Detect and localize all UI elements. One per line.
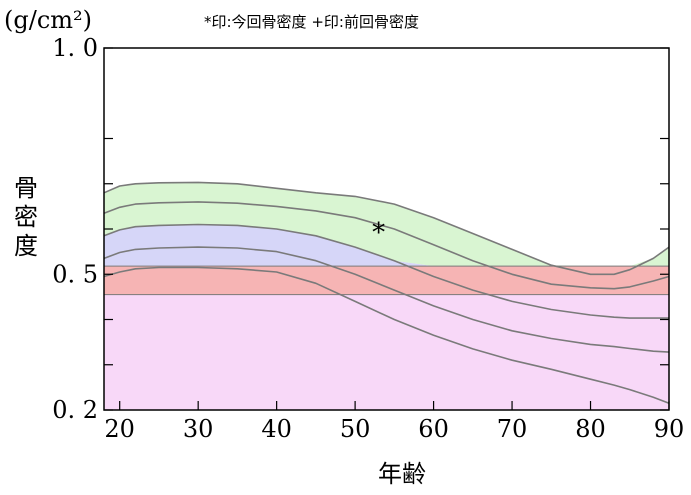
y-axis-label-char: 度 [14, 232, 38, 260]
chart-regions [103, 182, 670, 410]
y-tick-label: 0. 5 [52, 260, 98, 288]
x-tick-label: 20 [104, 415, 135, 443]
blue-band [104, 224, 669, 267]
current-density-marker: * [372, 218, 385, 248]
pink-region [104, 294, 669, 410]
x-tick-label: 90 [654, 415, 685, 443]
x-tick-label: 60 [418, 415, 449, 443]
x-axis-label: 年齢 [378, 460, 426, 488]
x-tick-label: 40 [261, 415, 292, 443]
x-tick-label: 50 [340, 415, 371, 443]
curve-1 [103, 181, 670, 276]
chart-markers: * [372, 218, 385, 248]
y-axis-label-char: 密 [14, 203, 38, 231]
unit-label: (g/cm²) [4, 6, 92, 34]
chart-curves [103, 181, 670, 404]
x-tick-label: 80 [575, 415, 606, 443]
y-axis-label-char: 骨 [14, 174, 38, 202]
y-tick-label: 1. 0 [52, 34, 98, 62]
y-axis-label: 骨密度 [14, 174, 38, 260]
curve-5 [103, 266, 670, 404]
curve-4 [103, 246, 670, 353]
x-tick-label: 30 [183, 415, 214, 443]
curve-2 [103, 201, 670, 290]
curve-3 [103, 223, 669, 319]
y-tick-label: 0. 2 [52, 396, 98, 424]
x-tick-label: 70 [497, 415, 528, 443]
chart-ticks: 20 30 40 50 60 70 80 90 1. 0 0. 5 0. 2 [52, 34, 684, 443]
legend-note: *印:今回骨密度 +印:前回骨密度 [204, 13, 419, 31]
red-band [103, 265, 670, 296]
